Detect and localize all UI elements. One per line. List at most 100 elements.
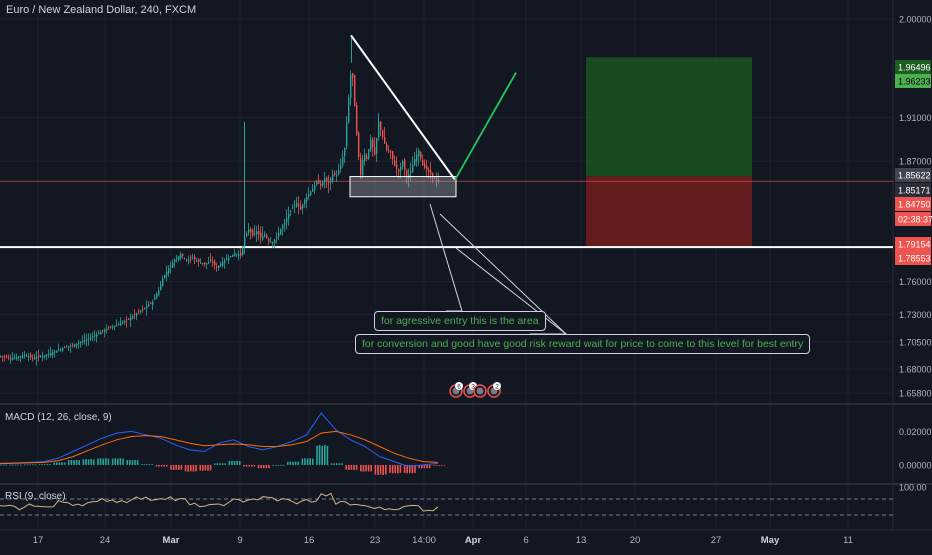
macd-histogram-bar: [379, 464, 382, 475]
candle-body: [44, 354, 46, 357]
event-count-dot: [455, 382, 463, 390]
candle-body: [18, 356, 20, 358]
macd-histogram-bar: [394, 464, 396, 473]
macd-histogram-bar: [365, 464, 367, 472]
candle-body: [144, 307, 146, 309]
price-badge: [895, 237, 931, 251]
price-badge-label: 1.85622: [898, 171, 931, 181]
target-zone[interactable]: [586, 57, 752, 177]
macd-histogram-bar: [12, 464, 14, 466]
candle-body: [126, 319, 128, 321]
symbol-title[interactable]: Euro / New Zealand Dollar, 240, FXCM: [6, 4, 197, 16]
macd-histogram-bar: [58, 462, 61, 465]
candles: [0, 35, 440, 366]
rsi-label[interactable]: RSI (9, close): [5, 491, 66, 502]
price-tick-label: 1.70500: [899, 337, 932, 347]
price-tick-label: 1.73000: [899, 310, 932, 320]
candle-body: [438, 180, 440, 182]
macd-tick-label: 0.02000: [899, 427, 932, 437]
candle-body: [400, 166, 402, 171]
candle-body: [214, 261, 216, 266]
price-tick-label: 1.76000: [899, 277, 932, 287]
macd-histogram-bar: [148, 464, 151, 465]
macd-histogram-bar: [192, 464, 195, 472]
time-tick-label: Apr: [465, 535, 482, 546]
macd-histogram-bar: [443, 464, 445, 466]
candle-body: [50, 353, 52, 356]
macd-histogram-bar: [414, 464, 416, 473]
position-tool[interactable]: [586, 57, 752, 248]
price-badge-label: 1.96496: [898, 63, 931, 73]
macd-histogram-bar: [324, 444, 326, 465]
candle-body: [202, 263, 204, 265]
price-badge: [895, 168, 931, 182]
macd-histogram-bar: [275, 464, 277, 466]
time-tick-label: 11: [843, 535, 853, 546]
macd-histogram-bar: [20, 464, 22, 466]
candle-body: [326, 177, 328, 181]
macd-histogram-bar: [126, 460, 128, 465]
aggressive-entry-note[interactable]: for agressive entry this is the area: [374, 311, 546, 331]
drawings[interactable]: [349, 34, 568, 335]
macd-histogram-bar: [355, 464, 358, 470]
macd-histogram-bar: [350, 464, 353, 470]
candle-body: [10, 357, 12, 360]
macd-histogram-bar: [333, 463, 335, 465]
candle-body: [198, 259, 200, 262]
macd-histogram-bar: [289, 461, 292, 465]
candle-body: [378, 121, 380, 138]
candle-body: [302, 204, 304, 209]
macd-histogram-bar: [134, 459, 136, 465]
candle-body: [328, 181, 330, 184]
candle-body: [122, 322, 124, 324]
candle-body: [424, 163, 426, 168]
candle-body: [242, 246, 244, 255]
candle-body: [172, 262, 174, 268]
macd-histogram-bar: [0, 464, 2, 466]
macd-histogram-bar: [209, 464, 212, 471]
macd-histogram-bar: [160, 464, 163, 467]
candle-body: [272, 242, 274, 244]
macd-histogram-bar: [382, 464, 384, 475]
macd-histogram-bar: [202, 464, 204, 471]
candle-body: [406, 170, 408, 178]
candle-body: [100, 331, 102, 335]
macd-label[interactable]: MACD (12, 26, close, 9): [5, 412, 112, 423]
stop-zone[interactable]: [586, 176, 752, 248]
candle-body: [74, 344, 76, 347]
candle-body: [208, 261, 210, 264]
candle-body: [106, 328, 108, 331]
macd-histogram-bar: [253, 464, 256, 467]
descending-trendline[interactable]: [350, 34, 456, 181]
candle-body: [26, 355, 28, 357]
best-entry-note[interactable]: for conversion and good have good risk r…: [355, 334, 811, 354]
time-tick-label: Mar: [163, 535, 180, 546]
horizontal-levels[interactable]: [0, 180, 893, 249]
macd-histogram-bar: [146, 464, 148, 465]
candle-body: [54, 351, 56, 353]
projection-arrow[interactable]: [454, 72, 517, 181]
event-badges[interactable]: 6 3 2: [449, 382, 501, 398]
note2-pointer-b[interactable]: [455, 247, 567, 335]
candle-body: [216, 266, 218, 268]
candle-body: [306, 196, 308, 202]
candle-body: [330, 178, 332, 183]
entry-box[interactable]: [349, 176, 457, 198]
candle-body: [418, 150, 420, 157]
macd-histogram-bar: [163, 464, 165, 467]
macd-histogram-bar: [260, 464, 262, 469]
macd-histogram-bar: [78, 460, 80, 465]
time-tick-label: 16: [304, 535, 315, 546]
candle-body: [334, 172, 336, 175]
candle-body: [310, 191, 312, 195]
candle-body: [320, 184, 322, 186]
candle-body: [350, 74, 352, 98]
candle-body: [196, 260, 198, 262]
macd-histogram-bar: [423, 464, 426, 469]
macd-histogram-bar: [370, 464, 372, 472]
macd-histogram-bar: [44, 464, 46, 465]
candle-body: [416, 154, 418, 162]
candle-body: [66, 346, 68, 348]
